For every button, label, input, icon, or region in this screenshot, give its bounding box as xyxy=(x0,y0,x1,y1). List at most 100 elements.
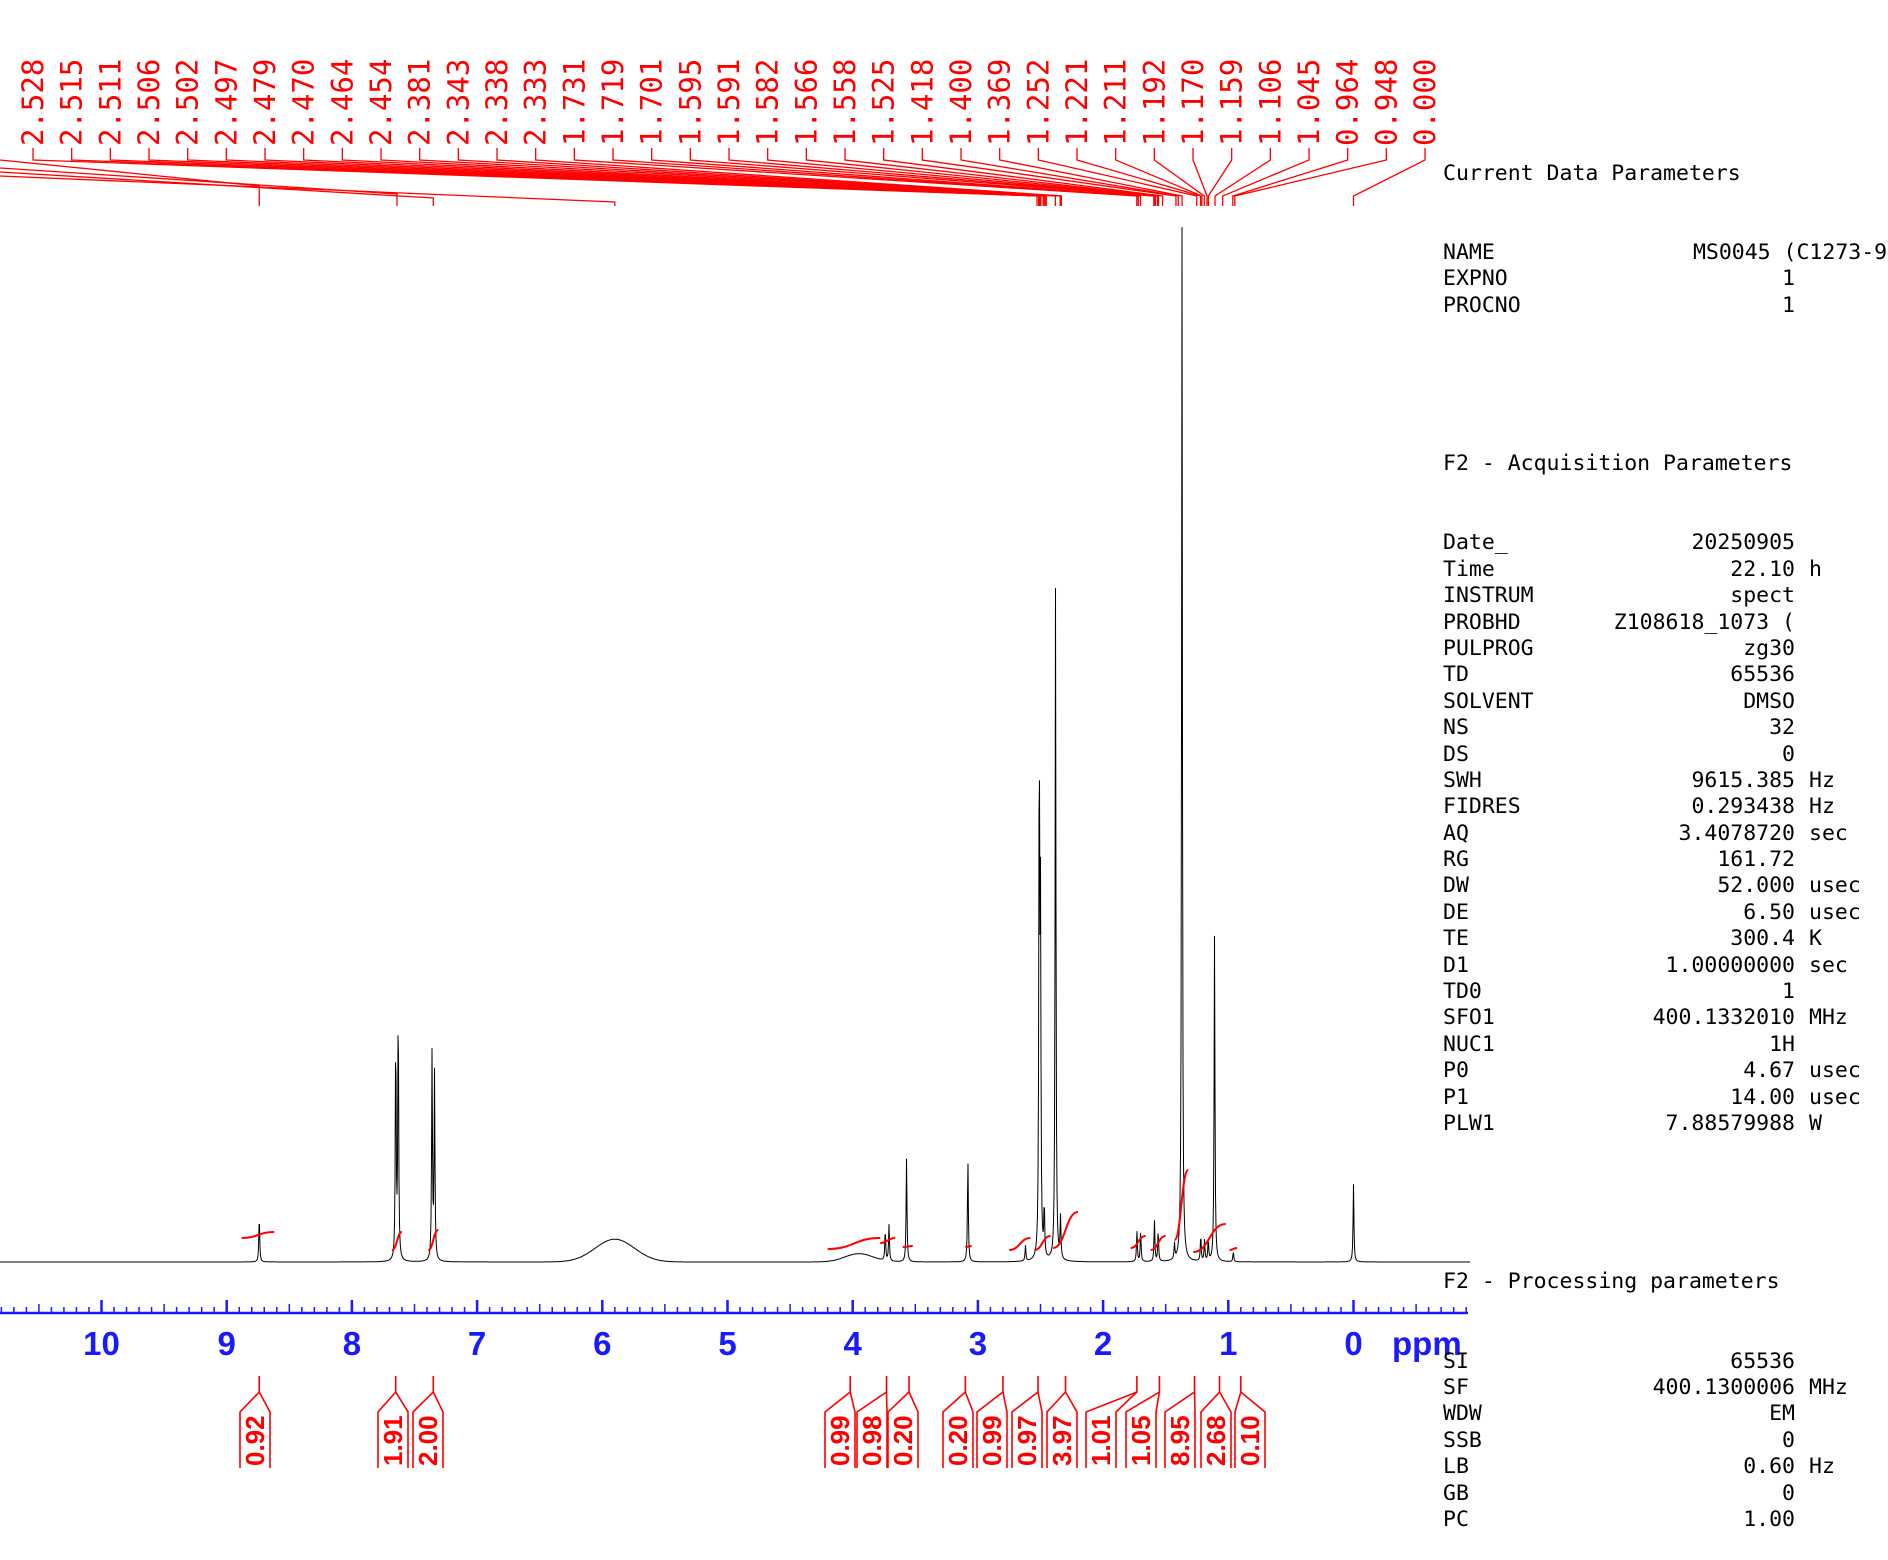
nmr-spectrum: 2.528 2.515 2.511 2.506 2.502 2.497 2.479 2.470… xyxy=(0,59,1470,1468)
param-value: Z108618_1073 ( xyxy=(1613,609,1795,635)
peak-shift-label: 1.418 xyxy=(905,59,939,146)
acquisition-params-list: Date_ 20250905 Time 22.10 h INSTRUM spect PROBH… xyxy=(1443,530,1888,1137)
peak-label-connector xyxy=(0,175,616,206)
integral-bracket xyxy=(824,1376,856,1468)
param-key: DW xyxy=(1443,873,1469,899)
peak-label-connector xyxy=(1153,148,1205,206)
integral-value-label: 0.97 xyxy=(1012,1415,1042,1466)
param-key: RG xyxy=(1443,847,1469,873)
param-key: PULPROG xyxy=(1443,635,1534,661)
param-value: 1 xyxy=(1782,292,1795,318)
processing-params-title: F2 - Processing parameters xyxy=(1443,1269,1780,1295)
param-value: zg30 xyxy=(1743,635,1795,661)
ppm-axis: 10 9 8 7 6 5 4 3 2 1 0 ppm xyxy=(0,1300,1468,1362)
peak-shift-label: 2.506 xyxy=(132,59,166,146)
param-row: FIDRES 0.293438 Hz xyxy=(1443,794,1888,820)
peak-label-connector xyxy=(1214,148,1271,206)
peak-shift-label: 1.192 xyxy=(1137,59,1171,146)
axis-tick-label: 10 xyxy=(83,1325,120,1362)
integral-bracket xyxy=(856,1376,888,1468)
param-row: NAME MS0045 (C1273-92) xyxy=(1443,240,1888,266)
spectrum-trace xyxy=(0,227,1470,1263)
param-value: 1.00 xyxy=(1743,1506,1795,1532)
peak-shift-label: 2.515 xyxy=(55,59,89,146)
integral-value-label: 0.10 xyxy=(1235,1415,1265,1466)
param-key: P1 xyxy=(1443,1084,1469,1110)
integral-bracket xyxy=(1046,1376,1078,1468)
peak-label-connector xyxy=(767,148,1157,206)
peak-shift-label: 1.525 xyxy=(867,59,901,146)
param-row: DE 6.50 usec xyxy=(1443,900,1888,926)
integral-bracket xyxy=(1011,1376,1043,1468)
peak-label-connector xyxy=(1352,148,1426,206)
peak-label-connector xyxy=(225,148,1042,206)
param-key: SSB xyxy=(1443,1427,1482,1453)
peak-shift-label: 1.731 xyxy=(557,59,591,146)
peak-shift-label: 1.045 xyxy=(1292,59,1326,146)
param-value: 9615.385 xyxy=(1691,767,1795,793)
param-row: PLW1 7.88579988 W xyxy=(1443,1111,1888,1137)
integral-bracket xyxy=(887,1376,919,1468)
peak-label-connector xyxy=(883,148,1164,206)
peak-label-connector xyxy=(1234,148,1387,206)
param-row: PULPROG zg30 xyxy=(1443,636,1888,662)
axis-tick-label: 3 xyxy=(969,1325,987,1362)
peak-shift-label: 0.000 xyxy=(1408,59,1442,146)
param-value: 6.50 xyxy=(1743,899,1795,925)
integral-curve xyxy=(965,1245,972,1248)
param-unit: W xyxy=(1809,1111,1822,1136)
axis-unit-label: ppm xyxy=(1392,1325,1462,1362)
param-row: DS 0 xyxy=(1443,742,1888,768)
peak-shift-label: 2.338 xyxy=(480,59,514,146)
param-key: SWH xyxy=(1443,767,1482,793)
peak-shift-label: 1.558 xyxy=(828,59,862,146)
param-key: SI xyxy=(1443,1348,1469,1374)
param-value: 4.67 xyxy=(1743,1058,1795,1084)
axis-tick-label: 0 xyxy=(1344,1325,1362,1362)
integral-value-label: 2.68 xyxy=(1201,1415,1231,1466)
param-unit: usec xyxy=(1809,1058,1861,1084)
param-key: SOLVENT xyxy=(1443,688,1534,714)
integral-value-label: 0.92 xyxy=(240,1415,270,1466)
peak-shift-label: 1.701 xyxy=(635,59,669,146)
param-value: 14.00 xyxy=(1730,1084,1795,1110)
param-key: FIDRES xyxy=(1443,794,1521,820)
param-row: WDW EM xyxy=(1443,1401,1888,1427)
integral-value-label: 3.97 xyxy=(1047,1415,1077,1466)
param-row: RG 161.72 xyxy=(1443,847,1888,873)
peak-shift-label: 2.470 xyxy=(287,59,321,146)
param-value: 0 xyxy=(1782,741,1795,767)
param-value: EM xyxy=(1769,1401,1795,1427)
param-key: INSTRUM xyxy=(1443,583,1534,609)
param-row: P0 4.67 usec xyxy=(1443,1058,1888,1084)
peak-shift-label: 2.381 xyxy=(403,59,437,146)
param-value: 22.10 xyxy=(1730,556,1795,582)
param-unit: K xyxy=(1809,926,1822,952)
param-value: 1H xyxy=(1769,1031,1795,1057)
peak-label-connector xyxy=(612,148,1139,206)
axis-tick-label: 6 xyxy=(593,1325,611,1362)
param-value: 400.1300006 xyxy=(1652,1375,1795,1400)
param-value: 0 xyxy=(1782,1480,1795,1506)
peak-label-connector xyxy=(999,148,1183,206)
param-row: TD0 1 xyxy=(1443,979,1888,1005)
integral-curve xyxy=(1052,1211,1079,1249)
integral-curve xyxy=(1173,1169,1190,1241)
integral-curve xyxy=(1130,1235,1146,1249)
peak-shift-label: 2.333 xyxy=(519,59,553,146)
integral-curve xyxy=(241,1231,275,1239)
param-row: NUC1 1H xyxy=(1443,1032,1888,1058)
param-value: 0 xyxy=(1782,1427,1795,1453)
param-unit: usec xyxy=(1809,873,1861,899)
param-row: SSB 0 xyxy=(1443,1428,1888,1454)
peak-label-connector xyxy=(844,148,1160,206)
integral-curve xyxy=(1229,1247,1238,1251)
param-value: spect xyxy=(1730,583,1795,609)
integral-bracket xyxy=(976,1376,1008,1468)
peak-label-connector xyxy=(728,148,1155,206)
peak-label-connector xyxy=(264,148,1044,206)
peak-label-connector xyxy=(921,148,1177,206)
acquisition-params-title: F2 - Acquisition Parameters xyxy=(1443,451,1793,477)
param-unit: Hz xyxy=(1809,767,1835,793)
axis-tick-label: 1 xyxy=(1219,1325,1237,1362)
